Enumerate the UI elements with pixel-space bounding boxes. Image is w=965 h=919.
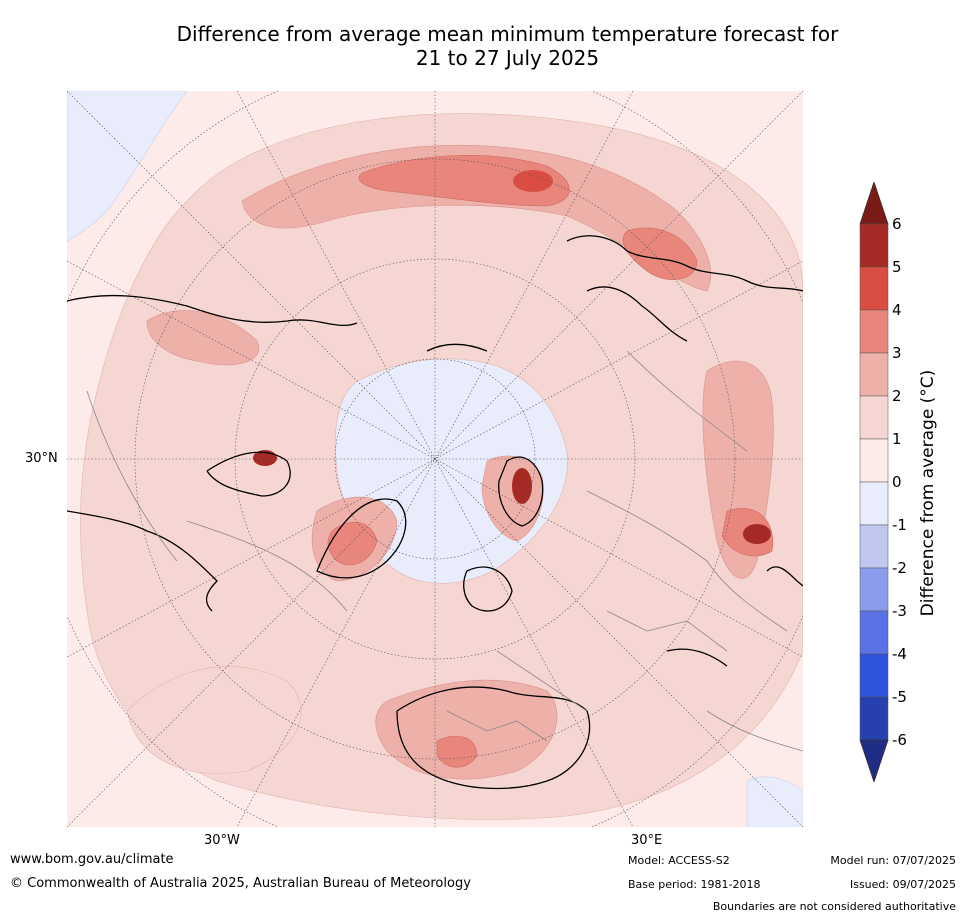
colorbar-tick-label: -6: [892, 731, 907, 749]
colorbar-graphic: [859, 180, 889, 784]
longitude-label-30e: 30°E: [631, 833, 663, 848]
anomaly-hotspot-mongolia: [743, 524, 771, 544]
colorbar-tick-label: 0: [892, 473, 902, 491]
colorbar-tick-label: -3: [892, 602, 907, 620]
colorbar-band: [859, 352, 889, 397]
colorbar-tick-label: 4: [892, 301, 902, 319]
colorbar-extend-bottom: [859, 739, 889, 784]
colorbar-tick-label: 5: [892, 258, 902, 276]
colorbar-band: [859, 696, 889, 741]
anomaly-region-cool-se: [746, 776, 803, 827]
colorbar-label: Difference from average (°C): [918, 370, 948, 617]
anomaly-region-warm-alaska: [146, 310, 260, 366]
anomaly-region-hot-iberia: [436, 735, 478, 768]
colorbar-band: [859, 567, 889, 612]
colorbar-band: [859, 438, 889, 483]
country-borders: [86, 350, 803, 752]
colorbar-tick-label: -1: [892, 516, 907, 534]
map-title-line2: 21 to 27 July 2025: [415, 46, 600, 70]
colorbar-band: [859, 610, 889, 655]
issued-date: Issued: 09/07/2025: [849, 878, 956, 891]
latitude-label-30n: 30°N: [25, 451, 58, 466]
colorbar-band: [859, 481, 889, 526]
colorbar-band: [859, 223, 889, 268]
anomaly-region-warm-pacific: [126, 666, 302, 774]
colorbar-band: [859, 266, 889, 311]
colorbar-tick-label: 1: [892, 430, 902, 448]
colorbar-band: [859, 653, 889, 698]
colorbar-tick-label: 3: [892, 344, 902, 362]
map-canvas: [67, 91, 803, 827]
colorbar-tick-label: -4: [892, 645, 907, 663]
anomaly-region-warm-north-arc: [241, 144, 711, 292]
anomaly-region-cool-nw: [67, 91, 188, 242]
colorbar-label-text: Difference from average (°C): [918, 369, 938, 617]
coastlines: [67, 235, 803, 790]
colorbar: [858, 180, 890, 784]
anomaly-region-hot-north-arc: [358, 155, 570, 207]
base-period: Base period: 1981-2018: [628, 878, 761, 891]
copyright-text: © Commonwealth of Australia 2025, Austra…: [10, 876, 471, 891]
model-name: Model: ACCESS-S2: [628, 854, 730, 867]
anomaly-region-warm-ring: [80, 113, 803, 820]
model-run-date: Model run: 07/07/2025: [830, 854, 956, 867]
colorbar-tick-label: -5: [892, 688, 907, 706]
anomaly-hotspot-scandinavia: [512, 468, 532, 504]
polar-anomaly-map: [67, 91, 803, 827]
colorbar-tick-label: -2: [892, 559, 907, 577]
colorbar-extend-top: [859, 180, 889, 225]
website-link[interactable]: www.bom.gov.au/climate: [10, 852, 174, 867]
map-title: Difference from average mean minimum tem…: [0, 22, 965, 70]
colorbar-band: [859, 524, 889, 569]
graticule: [67, 91, 803, 827]
colorbar-band: [859, 395, 889, 440]
boundaries-disclaimer: Boundaries are not considered authoritat…: [712, 900, 956, 913]
map-title-line1: Difference from average mean minimum tem…: [176, 22, 839, 46]
longitude-label-30w: 30°W: [204, 833, 240, 848]
anomaly-hotspot-siberia: [513, 170, 553, 192]
anomaly-region-warm-mediterranean: [375, 679, 558, 780]
colorbar-tick-label: 6: [892, 215, 902, 233]
colorbar-tick-label: 2: [892, 387, 902, 405]
colorbar-band: [859, 309, 889, 354]
